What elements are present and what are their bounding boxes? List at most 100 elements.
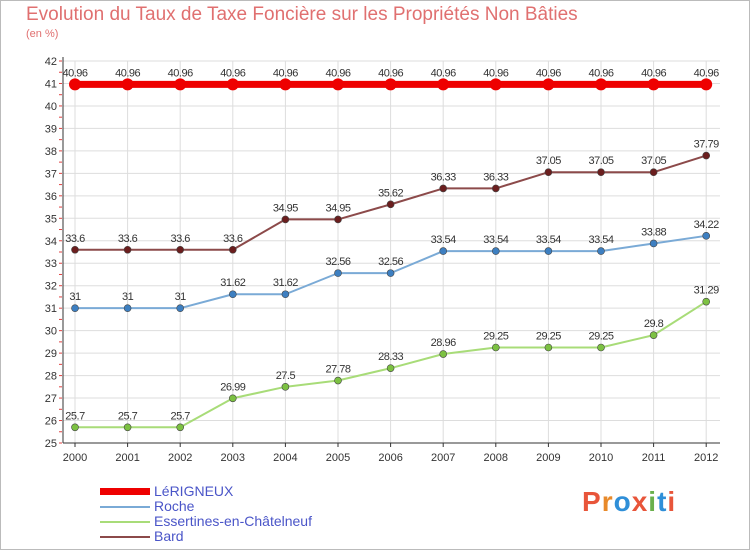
logo-letter: i xyxy=(667,486,677,517)
y-tick-label: 38 xyxy=(45,146,57,158)
legend-label: Roche xyxy=(154,498,195,514)
data-label: 33.6 xyxy=(118,233,138,245)
data-point xyxy=(121,78,134,91)
data-label: 37.79 xyxy=(694,139,719,151)
x-tick-label: 2000 xyxy=(63,452,87,464)
data-point xyxy=(334,215,342,224)
data-point xyxy=(542,78,555,91)
x-tick-label: 2003 xyxy=(221,452,245,464)
data-label: 32.56 xyxy=(378,256,403,268)
data-label: 28.96 xyxy=(431,337,456,349)
data-label: 37.05 xyxy=(536,155,561,167)
y-tick-label: 37 xyxy=(45,168,57,180)
y-tick-label: 34 xyxy=(45,236,57,248)
data-point xyxy=(176,245,184,254)
data-point xyxy=(439,350,448,358)
x-tick-label: 2009 xyxy=(536,452,560,464)
y-tick-label: 28 xyxy=(45,371,57,383)
data-point xyxy=(71,245,79,254)
data-label: 31 xyxy=(122,291,134,303)
data-point xyxy=(332,78,344,91)
data-point xyxy=(544,168,553,177)
data-label: 40.96 xyxy=(115,67,140,79)
data-point xyxy=(176,304,184,312)
data-point xyxy=(439,184,448,193)
data-label: 33.54 xyxy=(431,234,456,246)
data-point xyxy=(123,245,132,254)
data-point xyxy=(281,383,290,391)
y-tick-label: 42 xyxy=(45,56,57,68)
y-tick-label: 32 xyxy=(45,281,57,293)
y-tick-label: 33 xyxy=(45,258,57,270)
legend-swatch xyxy=(100,505,150,508)
data-labels: 25.7 25.7 25.7 26.99 27.5 27.78 28.33 28.96 29.2… xyxy=(62,67,719,422)
x-tick-label: 2002 xyxy=(168,452,192,464)
data-label: 29.25 xyxy=(483,331,508,343)
data-point xyxy=(334,269,342,277)
proxiti-logo: Proxiti xyxy=(582,486,676,518)
data-point xyxy=(334,376,342,385)
data-label: 40.96 xyxy=(378,67,403,79)
data-label: 29.25 xyxy=(588,331,613,343)
data-label: 31 xyxy=(69,291,81,303)
data-point xyxy=(386,200,395,209)
legend-label: LéRIGNEUX xyxy=(154,483,234,499)
data-point xyxy=(649,168,658,177)
x-tick-label: 2008 xyxy=(484,452,508,464)
data-point xyxy=(123,423,132,432)
legend-label: Essertines-en-Châtelneuf xyxy=(154,513,312,529)
data-point xyxy=(702,151,711,160)
data-label: 40.96 xyxy=(483,67,508,79)
data-point xyxy=(491,184,500,193)
data-point xyxy=(544,247,553,255)
logo-letter: i xyxy=(648,486,658,517)
data-label: 29.8 xyxy=(644,318,664,330)
chart-title: Evolution du Taux de Taxe Foncière sur l… xyxy=(26,4,578,25)
y-tick-label: 26 xyxy=(45,416,57,428)
y-tick-label: 29 xyxy=(45,348,57,360)
data-point xyxy=(595,78,607,91)
data-label: 25.7 xyxy=(170,410,190,422)
data-label: 29.25 xyxy=(536,331,561,343)
data-point xyxy=(439,247,448,255)
logo-letter: t xyxy=(657,486,668,517)
data-label: 25.7 xyxy=(118,410,138,422)
data-label: 31.62 xyxy=(220,277,245,289)
y-tick-label: 40 xyxy=(45,101,57,113)
data-label: 31 xyxy=(175,291,187,303)
legend-swatch xyxy=(100,488,150,495)
data-label: 31.29 xyxy=(694,285,719,297)
data-point xyxy=(229,394,237,403)
data-label: 25.7 xyxy=(65,410,85,422)
data-label: 40.96 xyxy=(273,67,298,79)
legend-label: Bard xyxy=(154,528,184,544)
data-label: 27.78 xyxy=(325,364,350,376)
data-label: 34.22 xyxy=(694,219,719,231)
y-tick-label: 31 xyxy=(45,303,57,315)
y-tick-label: 41 xyxy=(45,78,57,90)
data-label: 37.05 xyxy=(641,155,666,167)
legend-item-essertines: Essertines-en-Châtelneuf xyxy=(100,514,312,529)
data-point xyxy=(384,78,397,91)
y-tick-label: 36 xyxy=(45,191,57,203)
x-tick-label: 2005 xyxy=(326,452,350,464)
data-label: 33.54 xyxy=(588,234,613,246)
data-point xyxy=(597,247,605,255)
data-label: 26.99 xyxy=(220,381,245,393)
data-label: 36.33 xyxy=(483,171,508,183)
axes: 25 26 27 28 29 30 31 32 33 34 35 36 37 38 39 40 41 42 2000… xyxy=(45,56,720,464)
data-label: 33.54 xyxy=(536,234,561,246)
data-point xyxy=(71,423,79,432)
y-tick-label: 27 xyxy=(45,393,57,405)
data-label: 34.95 xyxy=(325,202,350,214)
y-tick-label: 35 xyxy=(45,213,57,225)
logo-letter: x xyxy=(631,486,649,517)
data-label: 31.62 xyxy=(273,277,298,289)
data-point xyxy=(700,78,713,91)
data-point xyxy=(597,343,605,352)
data-label: 28.33 xyxy=(378,351,403,363)
legend-item-lerigneux: LéRIGNEUX xyxy=(100,484,312,499)
data-point xyxy=(281,215,290,224)
legend-swatch xyxy=(100,520,150,523)
